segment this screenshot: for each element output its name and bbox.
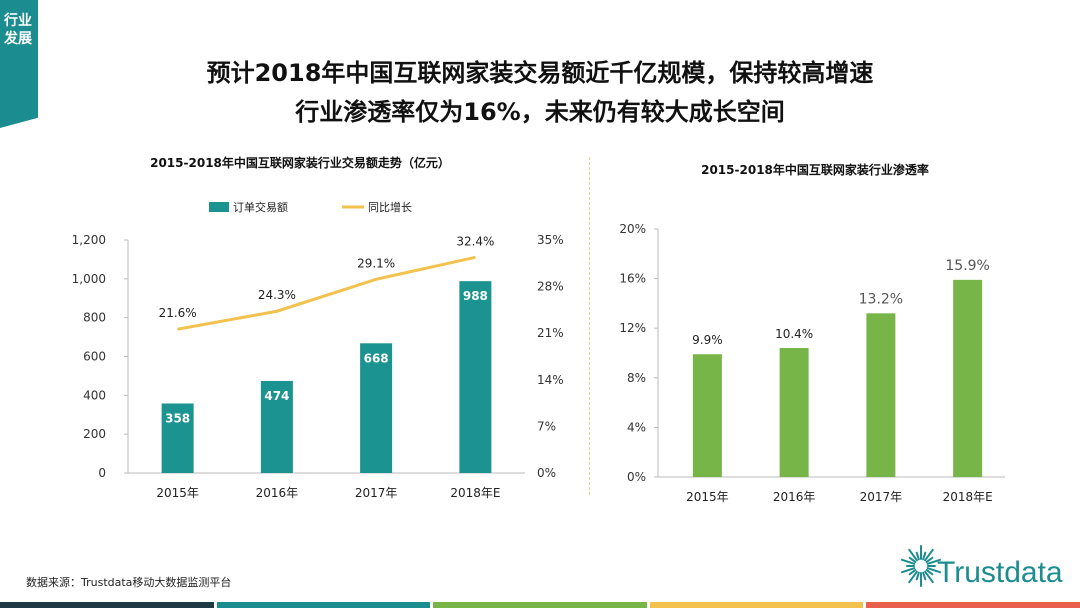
- y-tick-label-right: 14%: [537, 373, 564, 387]
- bottom-bar-segment: [866, 602, 1080, 608]
- x-tick-label: 2017年: [860, 490, 903, 504]
- growth-value-label: 32.4%: [456, 234, 494, 248]
- bar-value-label: 474: [264, 389, 289, 403]
- growth-value-label: 24.3%: [258, 288, 296, 302]
- growth-point: [375, 278, 377, 280]
- x-tick-label: 2015年: [686, 490, 729, 504]
- logo-ray: [922, 571, 927, 581]
- bottom-bar-segment: [649, 602, 864, 608]
- y-tick-label: 8%: [627, 371, 646, 385]
- legend-bar-swatch: [209, 202, 229, 212]
- bar-value-label: 988: [463, 289, 488, 303]
- legend-bar-label: 订单交易额: [233, 200, 288, 214]
- logo-ray: [908, 569, 917, 576]
- bar-value-label: 9.9%: [692, 333, 723, 347]
- x-tick-label: 2015年: [156, 486, 199, 500]
- logo-ray: [908, 548, 918, 562]
- bar-value-label: 358: [165, 411, 190, 425]
- y-tick-label: 20%: [619, 222, 646, 236]
- bar: [779, 348, 809, 477]
- headline-line-1: 预计2018年中国互联网家装交易额近千亿规模，保持较高增速: [206, 59, 874, 87]
- y-tick-label-left: 0: [98, 466, 106, 480]
- y-tick-label: 16%: [619, 272, 646, 286]
- bar: [459, 281, 492, 473]
- bottom-bar-segment: [0, 602, 214, 608]
- logo-ray: [915, 571, 920, 581]
- legend-line-label: 同比增长: [368, 200, 412, 214]
- logo-ray: [925, 569, 934, 576]
- logo-ray: [900, 567, 916, 574]
- bar-value-label: 15.9%: [945, 258, 989, 274]
- y-tick-label-right: 35%: [537, 233, 564, 247]
- headline-line-2: 行业渗透率仅为16%，未来仍有较大成长空间: [295, 98, 785, 126]
- section-tab-label: 行业发展: [4, 13, 32, 47]
- bottom-bar-segment: [216, 602, 431, 608]
- x-tick-label: 2017年: [355, 486, 398, 500]
- growth-value-label: 29.1%: [357, 256, 395, 270]
- logo-ray: [926, 558, 942, 565]
- y-tick-label-left: 200: [83, 427, 106, 441]
- bottom-bar-segment: [433, 602, 647, 608]
- bar-value-label: 668: [364, 351, 389, 365]
- bar: [692, 354, 722, 477]
- growth-point: [276, 310, 278, 312]
- y-tick-label-right: 7%: [537, 419, 556, 433]
- trustdata-logo-text: Trustdata: [937, 556, 1063, 589]
- x-tick-label: 2018年E: [943, 490, 993, 504]
- logo-ray: [924, 548, 934, 562]
- y-tick-label: 12%: [619, 321, 646, 335]
- logo-ray: [900, 558, 916, 565]
- logo-ray: [908, 556, 917, 563]
- chart-divider: [589, 157, 590, 495]
- logo-ray: [915, 551, 920, 561]
- y-tick-label-left: 1,200: [72, 233, 106, 247]
- y-tick-label-left: 1,000: [72, 272, 106, 286]
- logo-ray: [922, 551, 927, 561]
- growth-line: [177, 255, 476, 331]
- penetration-rate-chart: 2015-2018年中国互联网家装行业渗透率 0% 4% 8% 12% 16% 20% 9.9…: [619, 162, 1005, 504]
- bar: [953, 279, 983, 477]
- y-tick-label-right: 28%: [537, 280, 564, 294]
- y-tick-label-right: 21%: [537, 326, 564, 340]
- y-tick-label-left: 600: [83, 350, 106, 364]
- growth-point: [177, 328, 179, 330]
- bottom-color-bar: [0, 602, 1080, 608]
- data-source: 数据来源：Trustdata移动大数据监测平台: [26, 576, 232, 589]
- chart-title: 2015-2018年中国互联网家装行业交易额走势（亿元）: [150, 155, 450, 170]
- growth-point: [474, 256, 476, 258]
- section-tab: 行业发展: [0, 0, 38, 128]
- transaction-volume-chart: 2015-2018年中国互联网家装行业交易额走势（亿元） 订单交易额 同比增长 0 20…: [72, 155, 564, 500]
- trustdata-logo-icon: [900, 545, 942, 587]
- x-tick-label: 2016年: [773, 490, 816, 504]
- logo-ray: [908, 570, 918, 584]
- chart-title: 2015-2018年中国互联网家装行业渗透率: [701, 162, 929, 177]
- bar-value-label: 10.4%: [775, 327, 813, 341]
- bar: [260, 380, 293, 473]
- y-tick-label: 4%: [627, 420, 646, 434]
- growth-value-label: 21.6%: [159, 306, 197, 320]
- y-tick-label-left: 800: [83, 311, 106, 325]
- x-tick-label: 2018年E: [450, 486, 500, 500]
- bar: [360, 343, 393, 473]
- y-tick-label-left: 400: [83, 388, 106, 402]
- y-tick-label: 0%: [627, 470, 646, 484]
- x-tick-label: 2016年: [256, 486, 299, 500]
- bar-value-label: 13.2%: [859, 291, 903, 307]
- logo-ray: [926, 567, 942, 574]
- logo-ray: [925, 556, 934, 563]
- y-tick-label-right: 0%: [537, 466, 556, 480]
- bar: [161, 403, 194, 473]
- bar: [866, 313, 896, 477]
- logo-ray: [924, 570, 934, 584]
